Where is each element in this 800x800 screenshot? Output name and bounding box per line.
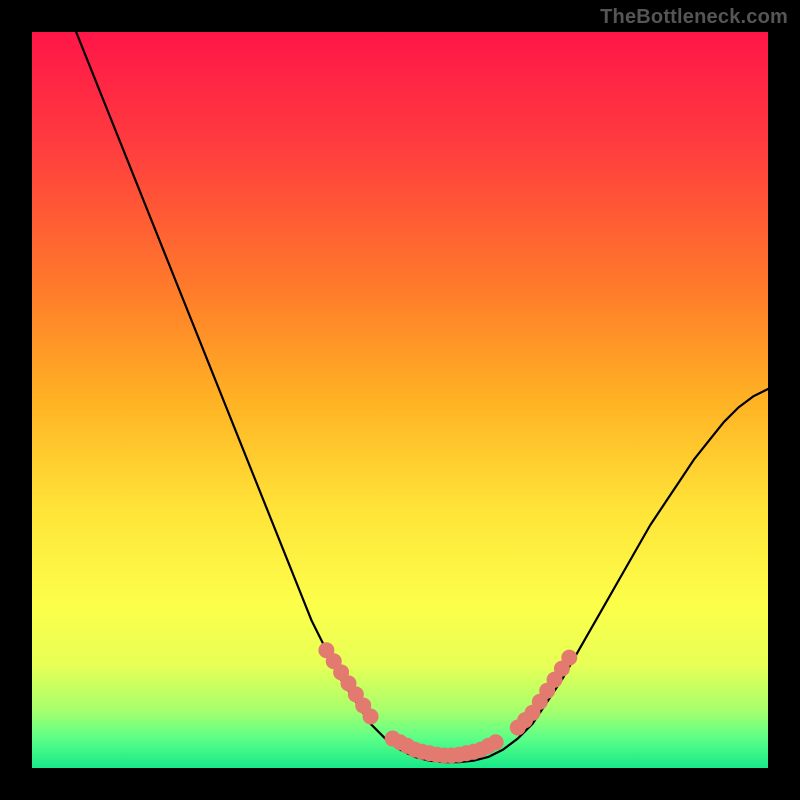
bottleneck-curve-chart — [32, 32, 768, 768]
plot-area — [32, 32, 768, 768]
watermark-text: TheBottleneck.com — [600, 6, 788, 29]
gradient-background — [32, 32, 768, 768]
marker-dot — [561, 650, 577, 666]
marker-dot — [363, 708, 379, 724]
marker-dot — [488, 734, 504, 750]
chart-frame: TheBottleneck.com — [0, 0, 800, 800]
